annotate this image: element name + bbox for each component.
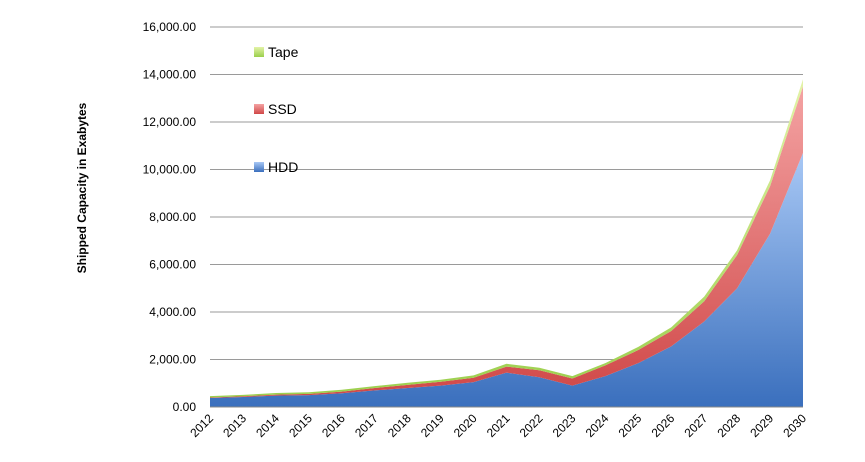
gridlines [210, 26, 803, 360]
y-axis-label: Shipped Capacity in Exabytes [75, 102, 89, 273]
legend-swatch-hdd [254, 162, 264, 172]
x-tick-label: 2019 [418, 411, 447, 440]
series-areas [210, 79, 803, 407]
legend-label-tape: Tape [268, 44, 299, 60]
x-tick-label: 2018 [385, 411, 414, 440]
x-tick-label: 2024 [583, 411, 612, 440]
x-tick-labels: 2012 2013 2014 2015 2016 2017 2018 2019 2020 2021… [187, 411, 809, 440]
x-tick-label: 2023 [550, 411, 579, 440]
y-tick-label: 16,000.00 [143, 20, 197, 34]
x-tick-label: 2029 [747, 411, 776, 440]
y-tick-labels: 0.00 2,000.00 4,000.00 6,000.00 8,000.00 10,0… [143, 20, 197, 414]
x-tick-label: 2015 [286, 411, 315, 440]
x-tick-label: 2028 [714, 411, 743, 440]
x-tick-label: 2030 [780, 411, 809, 440]
y-tick-label: 14,000.00 [143, 68, 197, 82]
legend-swatch-tape [254, 47, 264, 57]
x-tick-label: 2020 [451, 411, 480, 440]
legend-label-hdd: HDD [268, 159, 298, 175]
x-tick-label: 2027 [682, 411, 711, 440]
legend-label-ssd: SSD [268, 101, 297, 117]
x-tick-label: 2022 [517, 411, 546, 440]
y-tick-label: 4,000.00 [149, 305, 196, 319]
x-tick-label: 2016 [319, 411, 348, 440]
x-tick-label: 2014 [253, 411, 282, 440]
x-tick-label: 2017 [352, 411, 381, 440]
x-tick-label: 2025 [616, 411, 645, 440]
y-tick-label: 8,000.00 [149, 210, 196, 224]
x-tick-label: 2026 [649, 411, 678, 440]
x-tick-label: 2021 [484, 411, 513, 440]
y-tick-label: 2,000.00 [149, 353, 196, 367]
legend-swatch-ssd [254, 104, 264, 114]
x-tick-label: 2012 [187, 411, 216, 440]
x-tick-label: 2013 [220, 411, 249, 440]
y-tick-label: 6,000.00 [149, 258, 196, 272]
y-tick-label: 12,000.00 [143, 115, 197, 129]
legend: Tape SSD HDD [254, 44, 299, 175]
area-hdd [210, 152, 803, 407]
y-tick-label: 10,000.00 [143, 163, 197, 177]
y-tick-label: 0.00 [173, 400, 197, 414]
